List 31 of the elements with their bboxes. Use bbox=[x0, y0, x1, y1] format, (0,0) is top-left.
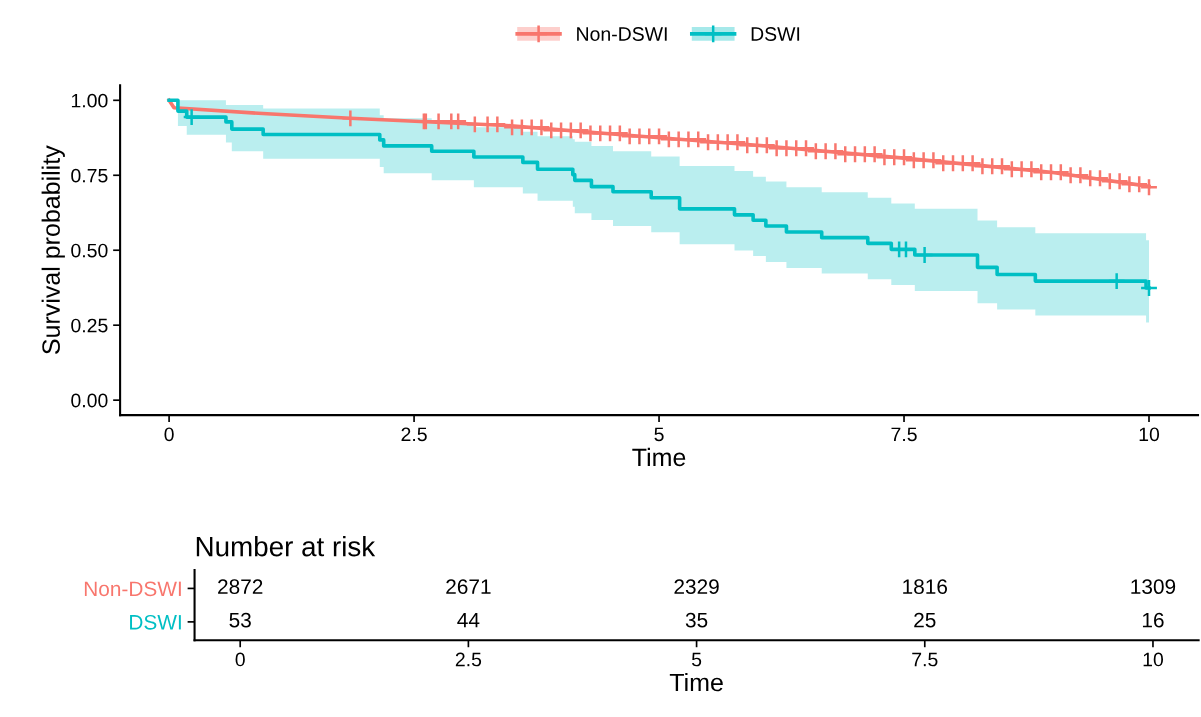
y-tick-label: 0.25 bbox=[71, 318, 108, 333]
x-tick-label: 10 bbox=[1143, 652, 1164, 667]
chart-title: Number at risk bbox=[196, 536, 376, 557]
x-tick-label: 5 bbox=[654, 427, 664, 442]
y-tick-label: 0.00 bbox=[71, 393, 108, 408]
data-label: 1309 bbox=[1131, 579, 1176, 595]
x-tick-label: 5 bbox=[691, 652, 702, 667]
x-tick-label: 0 bbox=[235, 652, 245, 667]
data-label: 16 bbox=[1142, 612, 1164, 628]
data-label: 2329 bbox=[674, 579, 719, 595]
x-tick-label: 7.5 bbox=[891, 427, 917, 442]
x-tick-label: 0 bbox=[164, 427, 174, 442]
data-label: 53 bbox=[229, 612, 251, 628]
x-axis-title: Time bbox=[632, 447, 686, 467]
x-tick-label: 10 bbox=[1139, 427, 1160, 442]
x-tick-label: 2.5 bbox=[401, 427, 427, 442]
data-label: 44 bbox=[457, 612, 480, 628]
data-label: 2872 bbox=[218, 579, 263, 595]
data-label: 35 bbox=[685, 612, 708, 628]
x-tick-label: 7.5 bbox=[912, 652, 938, 667]
x-axis-title: Time bbox=[669, 672, 723, 692]
y-tick-label: 0.50 bbox=[71, 243, 108, 258]
y-tick-label: 0.75 bbox=[71, 168, 108, 183]
y-axis-title: Survival probability bbox=[41, 145, 65, 354]
data-label: 1816 bbox=[903, 579, 948, 595]
y-tick-label: 1.00 bbox=[71, 93, 108, 108]
legend-label: Non-DSWI bbox=[577, 27, 667, 41]
x-tick-label: 2.5 bbox=[455, 652, 482, 667]
legend-label: DSWI bbox=[751, 27, 800, 41]
data-label: 2671 bbox=[446, 579, 491, 595]
data-label: 25 bbox=[914, 612, 936, 628]
